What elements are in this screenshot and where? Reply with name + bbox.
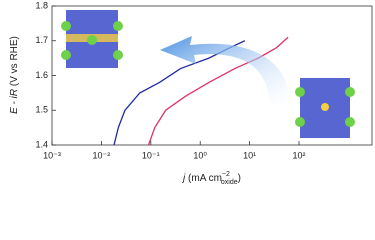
x-tick-label: 10⁰ bbox=[193, 150, 207, 160]
y-label-unit: (V vs RHE) bbox=[9, 36, 20, 89]
crystal-right bbox=[295, 78, 355, 138]
crystal-left bbox=[61, 10, 123, 68]
y-tick-label: 1.4 bbox=[35, 139, 48, 149]
x-tick-label: 10² bbox=[293, 150, 306, 160]
line bbox=[147, 36, 289, 146]
x-tick-label: 10⁻¹ bbox=[142, 150, 160, 160]
x-axis-label: j (mA cm−2 oxide) bbox=[181, 171, 241, 186]
y-tick-label: 1.7 bbox=[35, 35, 48, 45]
x-tick-label: 10⁻³ bbox=[43, 150, 61, 160]
x-tick-label: 10¹ bbox=[243, 150, 256, 160]
arrow bbox=[160, 36, 290, 105]
y-tick-label: 1.8 bbox=[35, 0, 48, 10]
x-label-sub: oxide bbox=[221, 179, 238, 186]
plot: 1.4 1.5 1.6 1.7 1.8 10⁻³ 10⁻² 10⁻¹ 10⁰ 10¹ 10² bbox=[35, 0, 305, 160]
y-label-var: E - iR bbox=[9, 89, 20, 114]
y-axis-label: E - iR (V vs RHE) bbox=[9, 36, 20, 114]
x-tick-label: 10⁻² bbox=[93, 150, 111, 160]
y-tick-label: 1.6 bbox=[35, 70, 48, 80]
y-tick-label: 1.5 bbox=[35, 105, 48, 115]
x-label-sup: −2 bbox=[222, 171, 230, 178]
x-label-unit: (mA cm bbox=[185, 173, 222, 184]
x-label-var: j bbox=[181, 173, 186, 184]
chart: 1.4 1.5 1.6 1.7 1.8 10⁻³ 10⁻² 10⁻¹ 10⁰ 10¹ 10² E -… bbox=[9, 0, 373, 186]
x-label-close: ) bbox=[238, 173, 241, 184]
